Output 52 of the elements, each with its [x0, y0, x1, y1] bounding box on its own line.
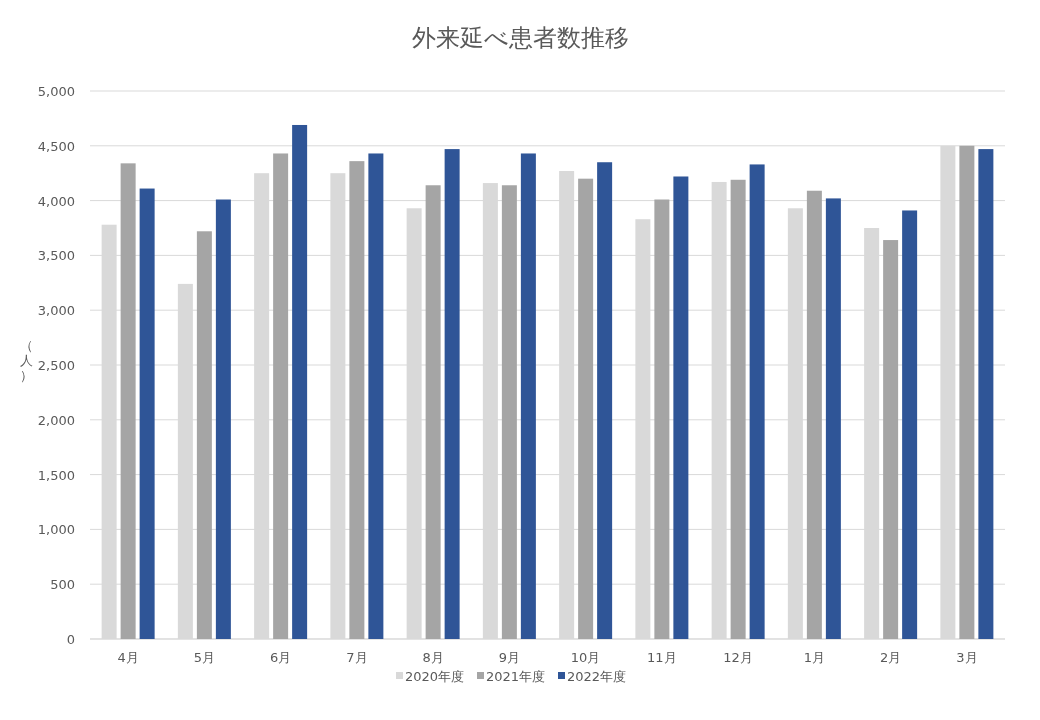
bar: [578, 178, 594, 639]
bar: [673, 176, 689, 639]
bar: [349, 161, 365, 639]
bar: [825, 198, 841, 639]
x-tick-label: 12月: [723, 650, 753, 665]
x-tick-label: 4月: [117, 650, 139, 665]
bar: [883, 240, 899, 639]
bar: [292, 124, 308, 639]
bar: [730, 179, 746, 639]
x-tick-label: 11月: [647, 650, 677, 665]
y-tick-label: 500: [50, 577, 75, 593]
y-tick-label: 0: [66, 632, 75, 647]
x-tick-label: 8月: [422, 650, 444, 665]
y-tick-label: 4,500: [37, 138, 75, 154]
bar: [215, 199, 231, 639]
y-tick-label: 2,000: [37, 412, 75, 428]
bar: [597, 162, 613, 639]
legend-label: 2022年度: [567, 669, 627, 684]
bar: [654, 199, 670, 639]
bar: [425, 185, 441, 639]
bar: [520, 153, 536, 639]
bar: [749, 164, 765, 639]
x-tick-label: 7月: [346, 650, 368, 665]
legend-label: 2020年度: [405, 669, 465, 684]
y-tick-label: 1,500: [37, 467, 75, 483]
y-tick-label: 4,000: [37, 193, 75, 209]
x-tick-label: 5月: [193, 650, 216, 665]
bar: [196, 231, 212, 639]
y-tick-label: 3,500: [37, 248, 75, 264]
x-tick-label: 2月: [879, 650, 902, 665]
bar: [806, 190, 822, 639]
x-tick-label: 9月: [498, 650, 521, 665]
bar: [139, 188, 155, 639]
bar: [501, 185, 517, 639]
y-tick-label: 3,000: [37, 303, 75, 319]
chart-title: 外来延べ患者数推移: [411, 24, 629, 52]
y-tick-label: 2,500: [37, 358, 75, 373]
bar: [120, 163, 136, 639]
x-tick-label: 3月: [956, 650, 978, 665]
bar: [978, 149, 994, 639]
bar: [444, 149, 460, 639]
y-tick-label: 1,000: [37, 522, 75, 538]
x-tick-label: 10月: [570, 650, 601, 665]
y-tick-label: 5,000: [37, 84, 75, 99]
bar: [959, 145, 975, 639]
y-axis-title: （人）: [19, 338, 33, 383]
x-tick-label: 6月: [269, 650, 292, 665]
bar: [368, 153, 384, 639]
x-tick-label: 1月: [803, 650, 826, 665]
bar: [273, 153, 289, 639]
legend-label: 2021年度: [486, 669, 546, 684]
bar: [902, 210, 918, 639]
